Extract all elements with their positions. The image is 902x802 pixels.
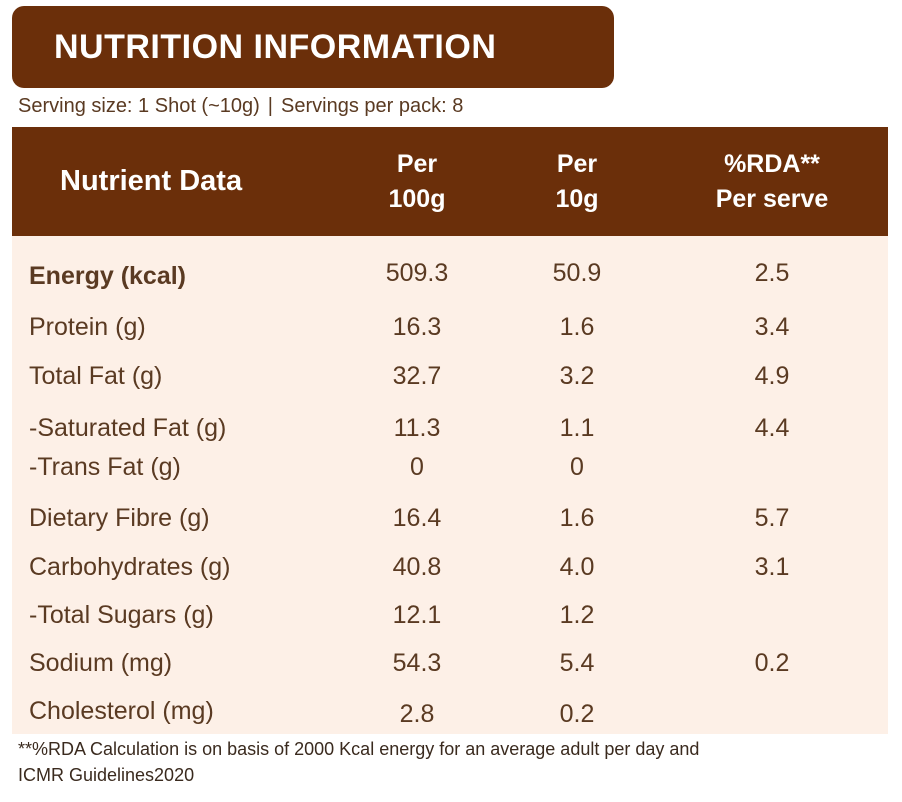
table-row: Energy (kcal) 509.3 50.9 2.5 <box>12 256 888 296</box>
nutrient-name: Cholesterol (mg) <box>29 697 214 725</box>
value-per-100g: 0 <box>410 453 424 481</box>
table-row: -Saturated Fat (g) 11.3 1.1 4.4 <box>12 408 888 448</box>
serving-separator: | <box>267 95 273 117</box>
value-per-100g: 509.3 <box>385 259 449 287</box>
page-title: NUTRITION INFORMATION <box>54 27 497 66</box>
nutrient-name: Dietary Fibre (g) <box>29 504 210 532</box>
value-per-10g: 3.2 <box>559 362 595 390</box>
value-rda: 3.4 <box>754 313 790 341</box>
nutrient-name: -Saturated Fat (g) <box>29 414 227 442</box>
value-rda: 5.7 <box>754 504 790 532</box>
header-per-10g-line1: Per <box>556 149 598 178</box>
servings-per-pack: Servings per pack: 8 <box>281 95 464 117</box>
table-header: Nutrient Data Per 100g Per 10g %RDA** Per s… <box>12 127 888 236</box>
value-per-10g: 1.1 <box>559 414 595 442</box>
value-per-100g: 16.4 <box>392 504 442 532</box>
value-per-10g: 1.6 <box>559 504 595 532</box>
value-per-100g: 54.3 <box>392 649 442 677</box>
value-per-100g: 2.8 <box>399 700 435 728</box>
value-per-10g: 5.4 <box>559 649 595 677</box>
serving-size: Serving size: 1 Shot (~10g) <box>18 95 260 117</box>
nutrient-name: Sodium (mg) <box>29 649 173 677</box>
value-per-100g: 12.1 <box>392 601 442 629</box>
value-per-100g: 40.8 <box>392 553 442 581</box>
table-row: Total Fat (g) 32.7 3.2 4.9 <box>12 356 888 396</box>
header-per-10g: Per 10g <box>512 127 642 236</box>
value-per-100g: 32.7 <box>392 362 442 390</box>
table-row: -Total Sugars (g) 12.1 1.2 <box>12 595 888 635</box>
value-rda: 3.1 <box>754 553 790 581</box>
value-rda: 4.4 <box>754 414 790 442</box>
table-row: Dietary Fibre (g) 16.4 1.6 5.7 <box>12 498 888 538</box>
value-rda <box>672 447 872 487</box>
value-rda: 0.2 <box>754 649 790 677</box>
value-rda <box>672 694 872 734</box>
value-per-10g: 1.6 <box>559 313 595 341</box>
value-rda <box>672 595 872 635</box>
table-row: -Trans Fat (g) 0 0 <box>12 447 888 487</box>
table-row: Protein (g) 16.3 1.6 3.4 <box>12 307 888 347</box>
value-per-10g: 4.0 <box>559 553 595 581</box>
table-row: Cholesterol (mg) 2.8 0.2 <box>12 691 888 731</box>
value-per-10g: 1.2 <box>559 601 595 629</box>
nutrient-name: -Total Sugars (g) <box>29 601 214 629</box>
footnote: **%RDA Calculation is on basis of 2000 K… <box>18 736 888 788</box>
header-per-100g-line1: Per <box>396 149 438 178</box>
header-rda-line1: %RDA** <box>724 149 820 178</box>
nutrient-name: Total Fat (g) <box>29 362 163 390</box>
header-rda-line2: Per serve <box>715 184 829 213</box>
header-rda: %RDA** Per serve <box>672 127 872 236</box>
header-per-10g-line2: 10g <box>555 184 599 213</box>
table-body: Energy (kcal) 509.3 50.9 2.5 Protein (g)… <box>12 236 888 734</box>
value-rda: 4.9 <box>754 362 790 390</box>
nutrient-name: Energy (kcal) <box>29 262 187 290</box>
value-per-100g: 16.3 <box>392 313 442 341</box>
value-per-10g: 0.2 <box>559 700 595 728</box>
serving-info: Serving size: 1 Shot (~10g) | Servings per… <box>18 95 463 118</box>
value-per-10g: 0 <box>570 453 584 481</box>
header-nutrient: Nutrient Data <box>60 165 243 198</box>
value-per-100g: 11.3 <box>393 414 441 442</box>
footnote-line2: ICMR Guidelines2020 <box>18 765 195 785</box>
nutrient-name: -Trans Fat (g) <box>29 453 181 481</box>
value-per-10g: 50.9 <box>552 259 602 287</box>
table-row: Sodium (mg) 54.3 5.4 0.2 <box>12 643 888 683</box>
header-per-100g: Per 100g <box>347 127 487 236</box>
header-per-100g-line2: 100g <box>388 184 446 213</box>
nutrient-name: Protein (g) <box>29 313 146 341</box>
nutrient-name: Carbohydrates (g) <box>29 553 231 581</box>
title-banner: NUTRITION INFORMATION <box>12 6 614 88</box>
value-rda: 2.5 <box>754 259 790 287</box>
table-row: Carbohydrates (g) 40.8 4.0 3.1 <box>12 547 888 587</box>
footnote-line1: **%RDA Calculation is on basis of 2000 K… <box>18 739 700 759</box>
